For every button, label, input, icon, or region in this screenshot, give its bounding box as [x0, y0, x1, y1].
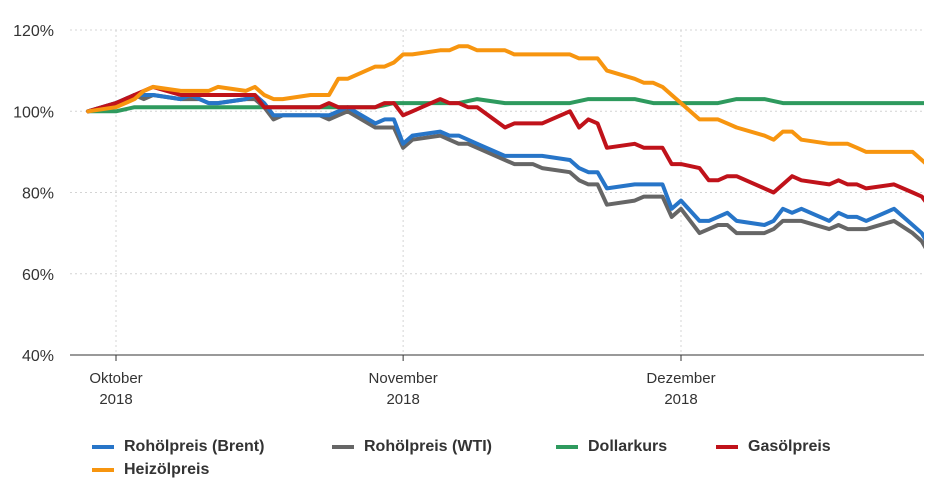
legend-item-gasoil: Gasölpreis — [716, 438, 831, 456]
series-line-heizoel — [86, 44, 924, 165]
legend-swatch-brent — [92, 445, 114, 449]
legend-label-dollar: Dollarkurs — [588, 438, 668, 455]
legend-item-heizoel: Heizölpreis — [92, 461, 209, 479]
y-tick-label: 40% — [22, 348, 54, 365]
legend-swatch-heizoel — [92, 468, 114, 472]
y-axis: 40% 60% 80% 100% 120% — [13, 23, 54, 365]
x-axis: Oktober 2018 November 2018 Dezember 2018 — [70, 354, 924, 408]
legend-item-brent: Rohölpreis (Brent) — [92, 438, 264, 456]
series-lines — [86, 44, 924, 250]
legend-label-heizoel: Heizölpreis — [124, 461, 210, 478]
x-tick-label-year: 2018 — [664, 391, 697, 408]
series-line-dollar — [86, 97, 924, 114]
y-tick-label: 120% — [13, 23, 54, 40]
x-tick-label-month: Oktober — [89, 370, 142, 387]
x-tick-label-month: Dezember — [646, 370, 715, 387]
x-tick-label-year: 2018 — [386, 391, 419, 408]
chart-grid — [70, 29, 924, 355]
legend-swatch-wti — [332, 445, 354, 449]
legend-label-brent: Rohölpreis (Brent) — [124, 438, 265, 455]
legend-label-gasoil: Gasölpreis — [748, 438, 831, 455]
y-tick-label: 80% — [22, 186, 54, 203]
y-tick-label: 60% — [22, 267, 54, 284]
series-line-gasoil — [86, 84, 924, 203]
legend-swatch-dollar — [556, 445, 578, 449]
x-tick-label-year: 2018 — [99, 391, 132, 408]
legend-label-wti: Rohölpreis (WTI) — [364, 438, 492, 455]
legend-item-dollar: Dollarkurs — [556, 438, 667, 456]
y-tick-label: 100% — [13, 104, 54, 121]
legend-item-wti: Rohölpreis (WTI) — [332, 438, 492, 456]
x-tick-label-month: November — [369, 370, 438, 387]
legend-swatch-gasoil — [716, 445, 738, 449]
series-line-wti — [86, 93, 924, 250]
